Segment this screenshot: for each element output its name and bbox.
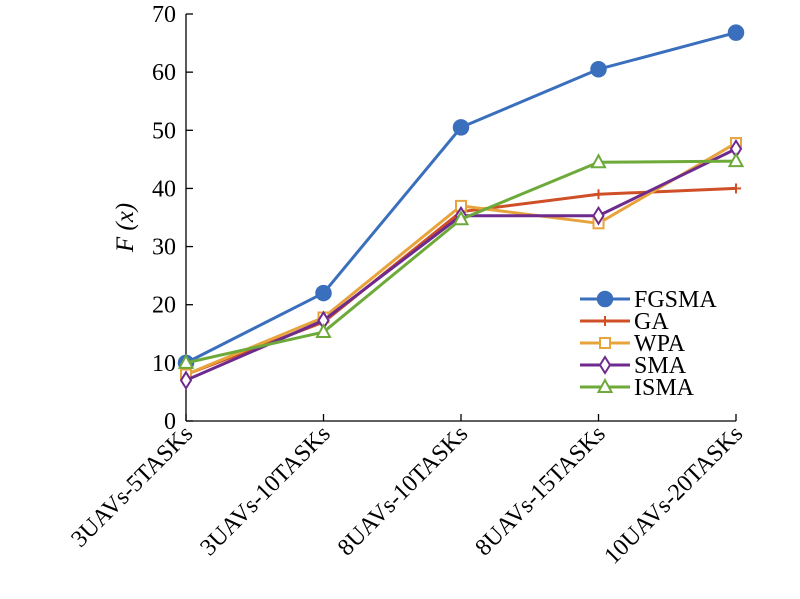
legend-label-sma: SMA bbox=[634, 353, 687, 379]
legend-marker-fgsma bbox=[596, 290, 614, 308]
data-point-fgsma bbox=[727, 24, 745, 41]
legend-label-ga: GA bbox=[634, 309, 669, 335]
series-group bbox=[177, 24, 745, 391]
y-tick-label: 20 bbox=[152, 293, 176, 319]
legend-item-isma: ISMA bbox=[580, 375, 695, 401]
x-tick-label: 10UAVs-20TASKs bbox=[600, 421, 749, 570]
y-tick-label: 10 bbox=[152, 351, 176, 377]
x-tick-label: 3UAVs-10TASKs bbox=[196, 421, 336, 561]
data-point-ga bbox=[593, 189, 604, 200]
data-point-fgsma bbox=[590, 60, 607, 78]
y-axis-label: F (x) bbox=[112, 203, 139, 253]
data-point-fgsma bbox=[315, 284, 332, 302]
data-point-fgsma bbox=[452, 119, 470, 136]
legend-item-ga: GA bbox=[580, 309, 669, 335]
legend-label-fgsma: FGSMA bbox=[634, 287, 717, 313]
data-point-isma bbox=[315, 322, 332, 339]
y-tick-label: 0 bbox=[164, 409, 176, 435]
x-tick-label: 3UAVs-5TASKs bbox=[66, 421, 198, 553]
x-axis-ticks: 3UAVs-5TASKs3UAVs-10TASKs8UAVs-10TASKs8U… bbox=[66, 414, 748, 570]
legend-label-wpa: WPA bbox=[634, 331, 686, 357]
y-tick-label: 70 bbox=[152, 2, 176, 28]
legend-item-wpa: WPA bbox=[580, 331, 686, 357]
x-tick-label: 8UAVs-15TASKs bbox=[471, 421, 611, 561]
legend-marker-isma bbox=[596, 377, 614, 393]
legend-item-fgsma: FGSMA bbox=[580, 287, 717, 313]
y-tick-label: 50 bbox=[152, 118, 176, 144]
series-isma bbox=[177, 152, 745, 369]
legend-item-sma: SMA bbox=[580, 353, 687, 379]
legend-label-isma: ISMA bbox=[634, 375, 695, 401]
y-axis-ticks: 0 10 20 30 40 50 60 70 bbox=[152, 2, 193, 435]
y-tick-label: 30 bbox=[152, 235, 176, 261]
y-tick-label: 40 bbox=[152, 176, 176, 202]
data-point-sma bbox=[179, 370, 193, 391]
data-point-isma bbox=[727, 152, 745, 168]
x-tick-label: 8UAVs-10TASKs bbox=[333, 421, 473, 561]
data-point-isma bbox=[177, 353, 195, 369]
data-point-ga bbox=[731, 183, 741, 194]
y-tick-label: 60 bbox=[152, 60, 176, 86]
data-point-sma bbox=[592, 205, 605, 226]
legend-marker-sma bbox=[598, 355, 612, 375]
legend-marker-ga bbox=[600, 316, 610, 326]
legend-marker-wpa bbox=[599, 337, 611, 349]
data-point-isma bbox=[590, 153, 607, 169]
data-point-isma bbox=[452, 210, 470, 226]
